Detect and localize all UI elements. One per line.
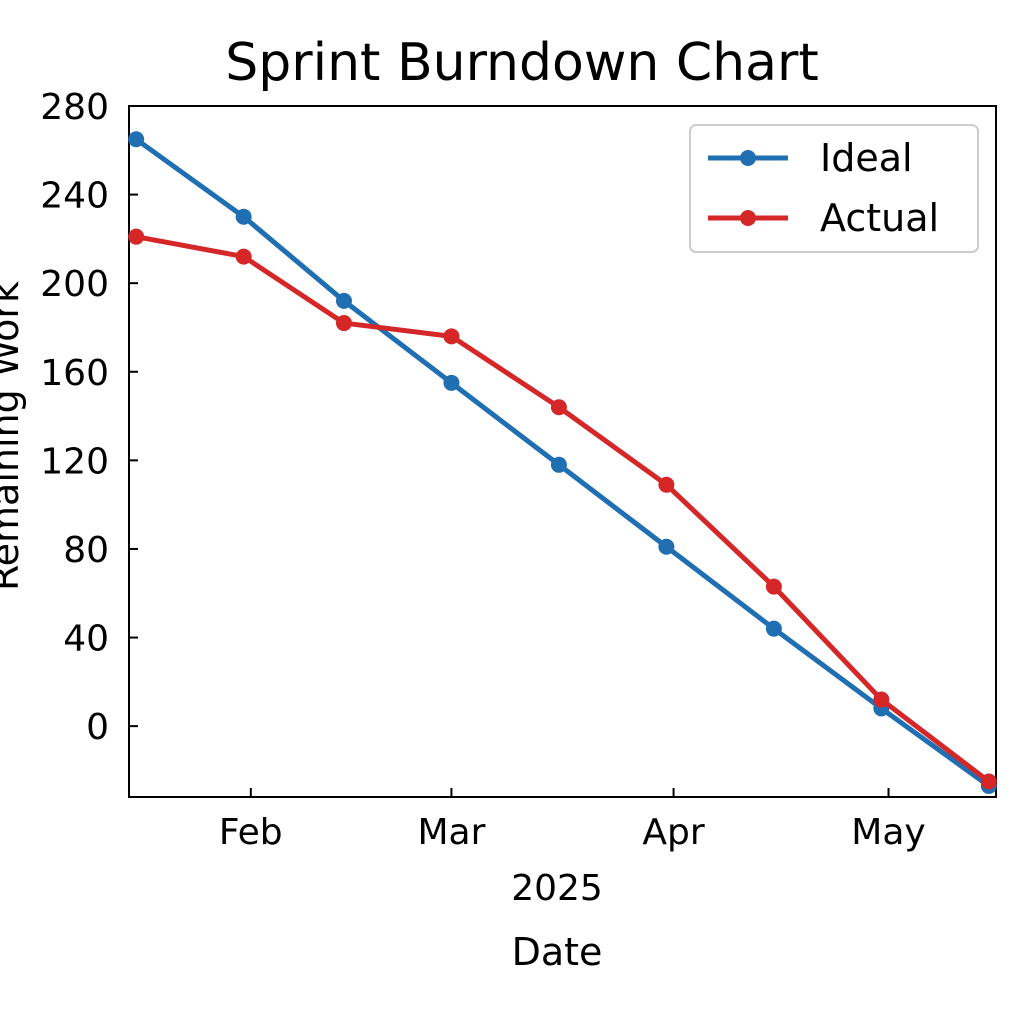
x-tick-label: Mar xyxy=(417,812,485,853)
data-point-actual xyxy=(335,315,352,332)
data-point-ideal xyxy=(235,208,252,225)
x-axis-label: Date xyxy=(512,930,603,974)
data-point-actual xyxy=(873,691,890,708)
x-tick-label: Apr xyxy=(642,812,704,853)
x-axis-offset-label: 2025 xyxy=(511,868,603,909)
y-tick-label: 40 xyxy=(63,619,109,660)
y-tick-label: 160 xyxy=(40,353,109,394)
data-point-ideal xyxy=(765,620,782,637)
y-tick-label: 280 xyxy=(40,87,109,128)
data-point-ideal xyxy=(128,131,145,148)
legend-swatch-marker xyxy=(740,210,756,226)
data-point-actual xyxy=(765,578,782,595)
data-point-ideal xyxy=(658,538,675,555)
data-point-actual xyxy=(128,228,145,245)
y-tick-label: 120 xyxy=(40,441,109,482)
data-point-actual xyxy=(658,476,675,493)
data-point-actual xyxy=(550,399,567,416)
x-tick-label: May xyxy=(851,812,925,853)
data-point-actual xyxy=(235,248,252,265)
y-tick-label: 240 xyxy=(40,176,109,217)
y-axis-label: Remaining Work xyxy=(0,281,27,591)
data-point-ideal xyxy=(335,292,352,309)
chart-title: Sprint Burndown Chart xyxy=(225,33,819,93)
data-point-ideal xyxy=(443,374,460,391)
y-tick-label: 200 xyxy=(40,264,109,305)
data-point-actual xyxy=(443,328,460,345)
plot-area: 0 40 80 120 160 200 240 280 Feb Mar Apr May Ideal Act… xyxy=(40,87,997,853)
legend-swatch-marker xyxy=(740,150,756,166)
plot-frame xyxy=(128,105,997,798)
legend-label-actual: Actual xyxy=(820,196,939,240)
data-point-ideal xyxy=(550,456,567,473)
x-tick-label: Feb xyxy=(219,812,283,853)
series-line-actual xyxy=(133,234,992,784)
legend: Ideal Actual xyxy=(689,124,979,253)
data-point-actual xyxy=(980,773,997,790)
y-tick-label: 80 xyxy=(63,530,109,571)
y-tick-label: 0 xyxy=(86,707,109,748)
legend-label-ideal: Ideal xyxy=(820,136,913,180)
